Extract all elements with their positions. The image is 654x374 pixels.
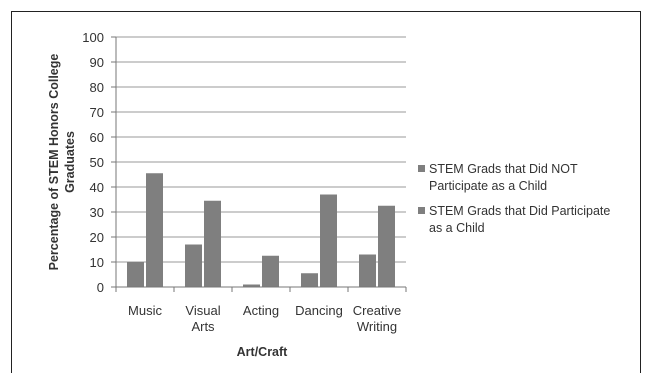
y-tick-label: 60 xyxy=(90,130,104,145)
x-tick-label: Dancing xyxy=(295,303,343,318)
bar-did-not-participate xyxy=(127,262,144,287)
bar-did-not-participate xyxy=(243,284,260,287)
y-tick-label: 0 xyxy=(97,280,104,295)
x-tick-label: Arts xyxy=(191,319,215,334)
y-tick-label: 50 xyxy=(90,155,104,170)
y-tick-label: 70 xyxy=(90,105,104,120)
y-tick-label: 10 xyxy=(90,255,104,270)
y-tick-label: 30 xyxy=(90,205,104,220)
x-tick-label: Visual xyxy=(185,303,220,318)
x-tick-label: Creative xyxy=(353,303,401,318)
legend-label: Participate as a Child xyxy=(429,179,547,193)
x-tick-label: Acting xyxy=(243,303,279,318)
bar-did-not-participate xyxy=(185,244,202,287)
legend: STEM Grads that Did NOT Participate as a … xyxy=(418,162,610,235)
x-axis-title: Art/Craft xyxy=(237,345,289,359)
bars xyxy=(127,173,395,287)
y-tick-label: 40 xyxy=(90,180,104,195)
x-tick-label: Writing xyxy=(357,319,397,334)
y-tick-label: 80 xyxy=(90,80,104,95)
gridlines xyxy=(116,36,406,263)
chart-frame xyxy=(11,11,641,373)
bar-did-participate xyxy=(146,173,163,287)
y-tick-label: 90 xyxy=(90,55,104,70)
legend-label: STEM Grads that Did NOT xyxy=(429,162,578,176)
bar-did-not-participate xyxy=(301,273,318,287)
bar-did-participate xyxy=(262,255,279,287)
y-axis-title: Percentage of STEM Honors College Graduat… xyxy=(47,54,77,271)
axes xyxy=(111,36,407,292)
y-tick-label: 100 xyxy=(82,30,104,45)
y-axis-title-line: Graduates xyxy=(63,131,77,193)
bar-did-participate xyxy=(204,200,221,287)
legend-label: STEM Grads that Did Participate xyxy=(429,204,610,218)
legend-swatch xyxy=(418,207,425,214)
y-axis-title-line: Percentage of STEM Honors College xyxy=(47,54,61,271)
x-tick-label: Music xyxy=(128,303,162,318)
bar-did-not-participate xyxy=(359,254,376,287)
legend-label: as a Child xyxy=(429,221,485,235)
legend-swatch xyxy=(418,165,425,172)
y-tick-label: 20 xyxy=(90,230,104,245)
y-tick-labels: 0 10 20 30 40 50 60 70 80 90 100 xyxy=(82,30,104,295)
bar-did-participate xyxy=(378,205,395,287)
bar-did-participate xyxy=(320,194,337,287)
